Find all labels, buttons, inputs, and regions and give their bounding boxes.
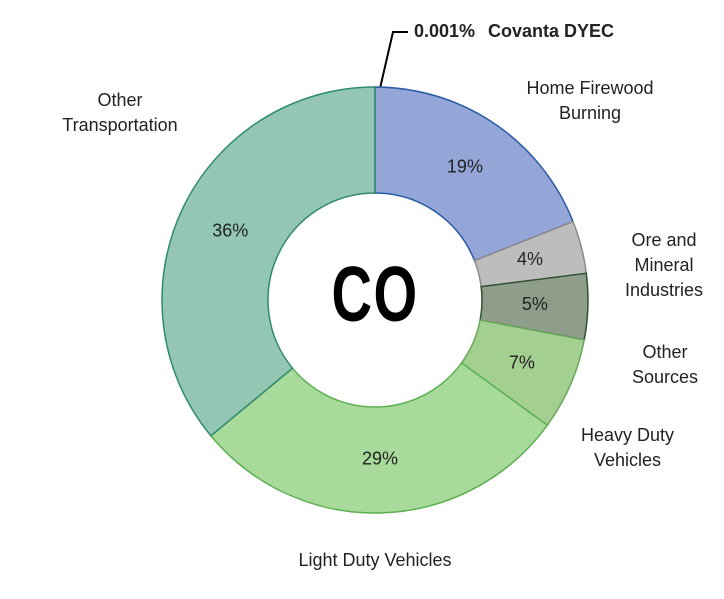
data-label: 29% [362,449,398,469]
category-label: Home Firewood Burning [526,78,654,123]
center-label: CO [331,251,418,338]
leader-line [374,31,408,111]
donut-slice [161,86,376,437]
category-label: Light Duty Vehicles [298,550,452,570]
donut-slice [374,86,575,262]
data-label: 5% [522,294,548,314]
data-label: 0.001% [414,21,475,41]
category-label: Other Sources [631,342,699,387]
data-label: 19% [447,156,483,176]
category-label: Other Transportation [62,90,178,135]
category-label: Heavy Duty Vehicles [580,425,675,470]
category-label: Covanta DYEC [488,21,614,41]
donut-slice [209,361,549,514]
data-label: 7% [509,352,535,372]
category-label: Ore and Mineral Industries [624,230,704,300]
data-label: 4% [517,249,543,269]
data-label: 36% [212,221,248,241]
